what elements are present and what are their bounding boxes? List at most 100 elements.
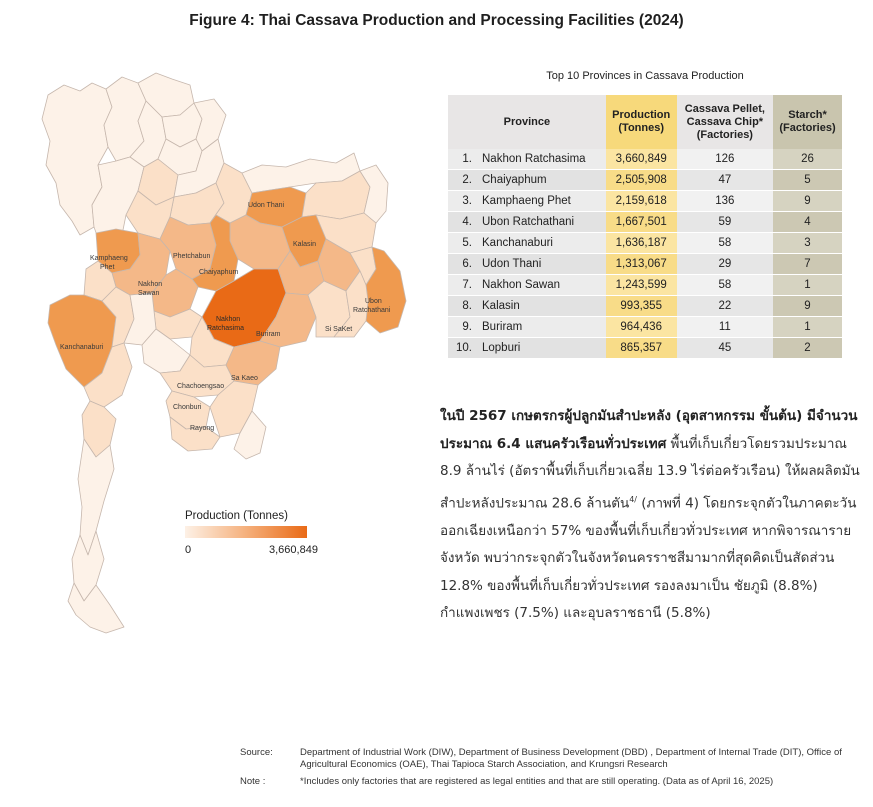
map-label-nakhon-ratchasima: Nakhon Ratchasima — [207, 316, 244, 332]
row-rank: 5. — [448, 232, 478, 254]
map-label-nakhon-sawan: Nakhon Sawan — [138, 281, 162, 297]
summary-paragraph: ในปี 2567 เกษตรกรผู้ปลูกมันสำปะหลัง (อุต… — [440, 403, 860, 628]
top-provinces-table: Province Production (Tonnes) Cassava Pell… — [448, 95, 842, 359]
row-pellet-factories: 22 — [676, 295, 773, 317]
row-starch-factories: 4 — [773, 211, 842, 233]
source-note: Source: Department of Industrial Work (D… — [240, 747, 860, 771]
province-si-saket — [333, 270, 369, 338]
table-caption: Top 10 Provinces in Cassava Production — [546, 70, 744, 82]
figure-title: Figure 4: Thai Cassava Production and Pr… — [189, 12, 684, 29]
map-label-chonburi: Chonburi — [173, 404, 202, 411]
header-production: Production (Tonnes) — [605, 95, 677, 149]
row-starch-factories: 1 — [773, 274, 842, 296]
map-label-sa-kaeo: Sa Kaeo — [231, 375, 258, 382]
province-nakhon-phanom — [359, 164, 389, 224]
row-province: Kalasin — [478, 295, 606, 317]
row-province: Kanchanaburi — [478, 232, 606, 254]
row-production: 3,660,849 — [605, 149, 677, 170]
row-production: 1,636,187 — [605, 232, 677, 254]
row-production: 1,667,501 — [605, 211, 677, 233]
map-legend: Production (Tonnes) 0 3,660,849 — [185, 510, 345, 560]
map-label-kamphaeng-phet: Kamphaeng Phet — [90, 255, 128, 271]
map-label-udon-thani: Udon Thani — [248, 202, 285, 209]
row-pellet-factories: 136 — [676, 190, 773, 212]
map-label-chachoengsao: Chachoengsao — [177, 383, 224, 390]
table-row: 6. Udon Thani 1,313,067 29 7 — [448, 253, 842, 275]
row-production: 1,313,067 — [605, 253, 677, 275]
note-text: *Includes only factories that are regist… — [300, 776, 774, 787]
row-rank: 6. — [448, 253, 478, 275]
row-pellet-factories: 47 — [676, 169, 773, 191]
row-starch-factories: 9 — [773, 295, 842, 317]
row-province: Chaiyaphum — [478, 169, 606, 191]
note-label: Note : — [240, 776, 266, 787]
table-row: 7. Nakhon Sawan 1,243,599 58 1 — [448, 274, 842, 296]
row-rank: 2. — [448, 169, 478, 191]
source-label: Source: — [240, 747, 273, 758]
province-south-lower — [67, 582, 125, 634]
header-starch: Starch* (Factories) — [773, 95, 842, 149]
row-production: 2,505,908 — [605, 169, 677, 191]
row-pellet-factories: 58 — [676, 232, 773, 254]
row-rank: 7. — [448, 274, 478, 296]
source-text: Department of Industrial Work (DIW), Dep… — [300, 747, 842, 770]
map-label-chaiyaphum: Chaiyaphum — [199, 269, 238, 276]
row-province: Kamphaeng Phet — [478, 190, 606, 212]
legend-min-value: 0 — [185, 544, 192, 556]
row-starch-factories: 1 — [773, 316, 842, 338]
row-pellet-factories: 126 — [676, 149, 773, 170]
row-rank: 9. — [448, 316, 478, 338]
row-production: 2,159,618 — [605, 190, 677, 212]
row-pellet-factories: 29 — [676, 253, 773, 275]
thailand-province-map: Kamphaeng Phet Nakhon Sawan Phetchabun Cha… — [41, 72, 407, 634]
row-rank: 4. — [448, 211, 478, 233]
province-ubon-ratchathani — [365, 246, 407, 334]
row-province: Nakhon Ratchasima — [478, 149, 606, 170]
map-label-kalasin: Kalasin — [293, 241, 316, 248]
row-pellet-factories: 45 — [676, 337, 773, 359]
row-production: 1,243,599 — [605, 274, 677, 296]
province-rayong — [169, 416, 221, 452]
row-starch-factories: 5 — [773, 169, 842, 191]
table-row: 3. Kamphaeng Phet 2,159,618 136 9 — [448, 190, 842, 212]
map-label-rayong: Rayong — [190, 425, 214, 432]
legend-title: Production (Tonnes) — [185, 510, 288, 522]
summary-body-2: (ภาพที่ 4) โดยกระจุกตัวในภาคตะวันออกเฉีย… — [440, 495, 857, 621]
table-row: 5. Kanchanaburi 1,636,187 58 3 — [448, 232, 842, 254]
row-starch-factories: 3 — [773, 232, 842, 254]
footnote-ref: 4/ — [629, 494, 637, 504]
map-label-phetchabun: Phetchabun — [173, 253, 210, 260]
summary-body-1: พื้นที่เก็บเกี่ยวโดยรวมประมาณ 8.9 ล้านไร… — [440, 435, 860, 512]
row-starch-factories: 26 — [773, 149, 842, 170]
row-production: 865,357 — [605, 337, 677, 359]
row-rank: 10. — [448, 337, 478, 359]
row-province: Buriram — [478, 316, 606, 338]
legend-color-scale — [185, 526, 307, 538]
row-starch-factories: 7 — [773, 253, 842, 275]
map-label-buriram: Buriram — [256, 331, 281, 338]
row-production: 964,436 — [605, 316, 677, 338]
summary-lead: ในปี 2567 เกษตรกรผู้ปลูกมันสำปะหลัง (อุต… — [440, 408, 858, 452]
table-header-row: Province Production (Tonnes) Cassava Pell… — [448, 95, 842, 149]
map-label-kanchanaburi: Kanchanaburi — [60, 344, 104, 351]
row-pellet-factories: 59 — [676, 211, 773, 233]
row-starch-factories: 2 — [773, 337, 842, 359]
table-row: 2. Chaiyaphum 2,505,908 47 5 — [448, 169, 842, 191]
row-rank: 1. — [448, 149, 478, 170]
header-pellet-chip: Cassava Pellet, Cassava Chip* (Factories) — [676, 95, 773, 149]
province-trat — [233, 410, 267, 460]
row-pellet-factories: 11 — [676, 316, 773, 338]
row-production: 993,355 — [605, 295, 677, 317]
row-province: Nakhon Sawan — [478, 274, 606, 296]
footnote: Note : *Includes only factories that are… — [240, 776, 860, 787]
row-rank: 3. — [448, 190, 478, 212]
row-province: Udon Thani — [478, 253, 606, 275]
row-starch-factories: 9 — [773, 190, 842, 212]
table-row: 1. Nakhon Ratchasima 3,660,849 126 26 — [448, 149, 842, 170]
table-row: 4. Ubon Ratchathani 1,667,501 59 4 — [448, 211, 842, 233]
table-row: 10. Lopburi 865,357 45 2 — [448, 337, 842, 359]
row-province: Ubon Ratchathani — [478, 211, 606, 233]
table-row: 9. Buriram 964,436 11 1 — [448, 316, 842, 338]
header-province: Province — [448, 95, 606, 149]
table-row: 8. Kalasin 993,355 22 9 — [448, 295, 842, 317]
